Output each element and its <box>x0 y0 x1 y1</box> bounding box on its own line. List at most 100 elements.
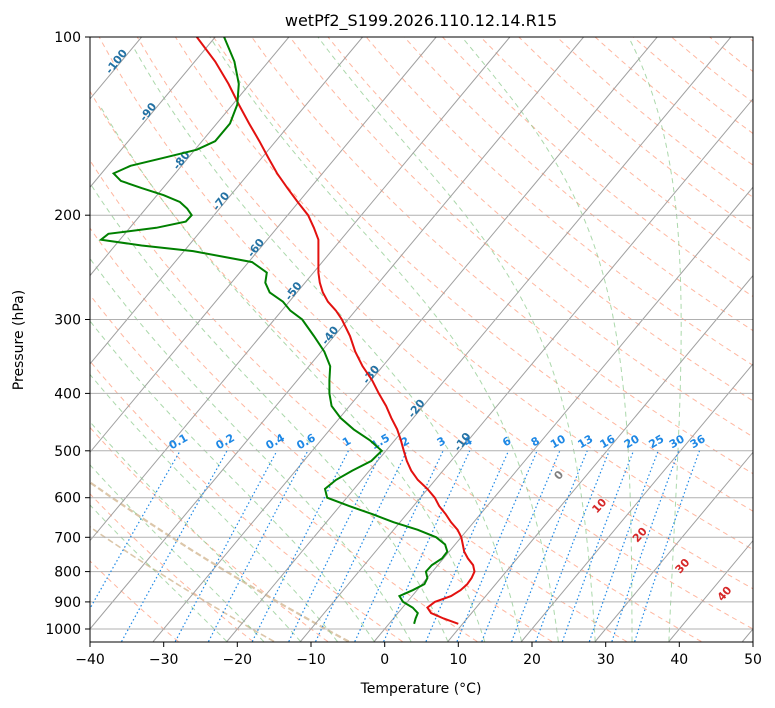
dry-adiabat-line <box>518 37 753 231</box>
dry-adiabat-line <box>136 37 753 590</box>
mixing-ratio-line <box>511 450 588 642</box>
mixing-ratio-line <box>456 450 538 642</box>
x-tick-label: 40 <box>670 652 688 668</box>
dry-adiabat-line <box>480 37 753 264</box>
mixing-ratio-label: 6 <box>500 434 513 449</box>
isotherm-line <box>300 98 753 642</box>
dry-adiabat-line <box>90 360 403 642</box>
moist-adiabat-line <box>90 464 265 642</box>
dry-adiabat-line <box>174 37 753 551</box>
x-tick-label: −30 <box>149 652 179 668</box>
x-tick-label: 20 <box>523 652 541 668</box>
dry-adiabat-line <box>90 294 478 642</box>
mixing-ratio-label: 30 <box>667 432 687 451</box>
dry-adiabat-line <box>213 37 753 512</box>
dry-adiabats <box>90 37 753 642</box>
mixing-ratio-label: 3 <box>435 434 448 449</box>
isotherm-label: -20 <box>405 397 428 421</box>
mixing-ratio-lines <box>90 450 701 642</box>
isotherm-label: -70 <box>210 189 233 213</box>
moist-adiabat-line <box>90 257 412 642</box>
plot-area: 0.1 0.2 0.4 0.6 1 1.5 2 3 4 6 8 10 13 16 20 25 30 36-100-… <box>90 37 753 642</box>
moist-adiabat-line <box>90 421 301 642</box>
dry-adiabat-thick-line <box>90 480 350 642</box>
plot-frame <box>89 36 754 643</box>
mixing-ratio-label: 13 <box>576 432 596 451</box>
dry-adiabat-line <box>709 37 753 73</box>
adiabat-label: 40 <box>715 583 735 603</box>
mixing-ratio-label: 0.1 <box>167 431 190 452</box>
isotherms <box>90 37 753 642</box>
dry-adiabat-line <box>327 37 753 402</box>
mixing-ratio-label: 0.6 <box>294 431 318 452</box>
y-tick-label: 900 <box>54 595 81 611</box>
mixing-ratio-line <box>634 450 701 642</box>
mixing-ratio-label: 1 <box>340 434 353 449</box>
mixing-ratio-line <box>481 450 561 642</box>
moist-adiabat-line <box>628 37 682 642</box>
y-tick-label: 500 <box>54 444 81 460</box>
moist-adiabat-line <box>90 504 228 642</box>
moist-adiabat-line <box>90 182 449 642</box>
moist-adiabat-line <box>461 37 633 642</box>
adiabat-label: 20 <box>630 525 650 545</box>
x-tick-label: −20 <box>223 652 253 668</box>
mixing-ratio-line <box>315 450 408 642</box>
mixing-ratio-label: 0.2 <box>214 431 237 452</box>
mixing-ratio-line <box>383 450 471 642</box>
dry-adiabat-line <box>556 37 753 198</box>
mixing-ratio-line <box>174 450 278 642</box>
isotherm-line <box>226 37 732 642</box>
isotherm-label: -50 <box>282 279 305 303</box>
isotherm-line <box>152 37 658 642</box>
mixing-ratio-line <box>90 450 181 610</box>
profiles <box>98 37 476 625</box>
temperature-series-line <box>196 37 476 625</box>
x-tick-label: 0 <box>380 652 389 668</box>
isotherm-line <box>594 451 753 642</box>
dry-adiabat-line <box>90 560 179 642</box>
dry-adiabat-line <box>403 37 753 332</box>
dry-adiabat-line <box>90 426 329 642</box>
moist-adiabat-line <box>209 37 559 642</box>
chart-title: wetPf2_S199.2026.110.12.14.R15 <box>285 11 557 31</box>
dry-adiabat-line <box>594 37 753 166</box>
y-tick-label: 300 <box>54 313 81 329</box>
mixing-ratio-label: 10 <box>548 432 568 451</box>
mixing-ratio-line <box>561 450 635 642</box>
mixing-ratio-line <box>207 450 309 642</box>
x-axis-title: Temperature (°C) <box>360 681 482 697</box>
dry-adiabat-line <box>90 90 702 642</box>
mixing-ratio-line <box>535 450 610 642</box>
moist-adiabat-line <box>98 104 486 642</box>
x-tick-label: 30 <box>597 652 615 668</box>
dry-adiabat-thick-line <box>90 526 275 642</box>
isotherm-label: -10 <box>451 430 474 454</box>
isotherm-label: -40 <box>319 323 342 347</box>
x-tick-label: 50 <box>744 652 762 668</box>
isotherm-line <box>373 186 753 642</box>
moist-adiabat-line <box>134 49 522 642</box>
dry-adiabat-line <box>251 37 753 475</box>
moist-adiabats <box>90 37 682 642</box>
mixing-ratio-line <box>121 450 228 642</box>
mixing-ratio-line <box>588 450 659 642</box>
isotherm-line <box>742 628 753 642</box>
x-tick-label: −10 <box>296 652 326 668</box>
dry-adiabat-line <box>671 37 753 104</box>
y-tick-label: 800 <box>54 565 81 581</box>
y-tick-label: 400 <box>54 386 81 402</box>
x-tick-label: −40 <box>75 652 105 668</box>
mixing-ratio-label: 16 <box>598 432 618 451</box>
mixing-ratio-line <box>288 450 383 642</box>
dry-adiabat-line <box>632 37 753 135</box>
moist-adiabat-line <box>90 320 375 642</box>
dry-adiabat-line <box>98 37 753 630</box>
adiabat-label: 0 <box>552 468 567 483</box>
y-axis: 1000 900 800 700 600 500 400 300 200 100 <box>45 30 90 638</box>
mixing-ratio-label: 0.4 <box>264 431 288 452</box>
dry-adiabat-line <box>442 37 753 298</box>
dry-adiabat-line <box>747 37 753 42</box>
isotherm-line <box>90 37 584 630</box>
